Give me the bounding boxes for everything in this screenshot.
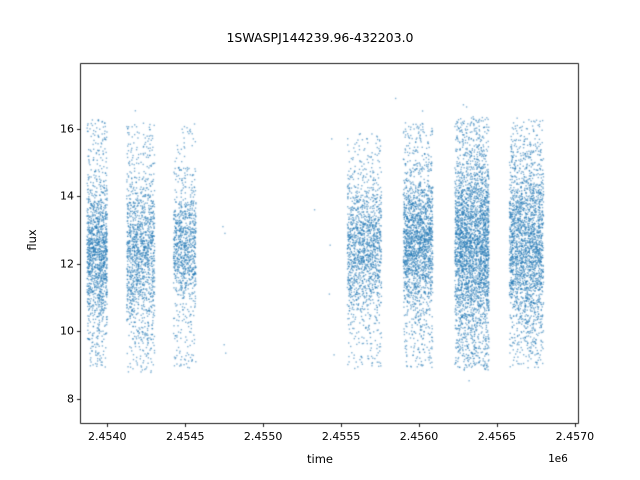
scatter-plot-canvas xyxy=(0,0,640,480)
matplotlib-figure: 1SWASPJ144239.96-432203.0 time flux 1e6 … xyxy=(0,0,640,480)
